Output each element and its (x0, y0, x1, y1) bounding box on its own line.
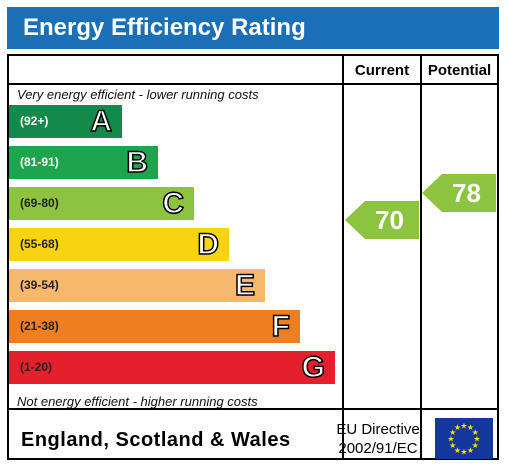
band-b: (81-91) B (9, 145, 158, 180)
page-title: Energy Efficiency Rating (23, 14, 306, 41)
potential-arrow-shape (422, 174, 496, 212)
eu-directive-line2: 2002/91/EC (338, 440, 418, 457)
band-e: (39-54) E (9, 268, 265, 303)
footer-separator (9, 408, 497, 410)
band-range-label: (69-80) (20, 196, 59, 210)
potential-rating-value: 78 (452, 178, 481, 208)
divider-potential (420, 56, 422, 458)
eu-flag-icon: ★ ★ ★ ★ ★ ★ ★ ★ ★ ★ ★ ★ (435, 418, 493, 459)
footer-region: England, Scotland & Wales (21, 429, 291, 451)
eu-star-icon: ★ (447, 435, 454, 444)
band-letter: G (301, 350, 326, 385)
band-g: (1-20) G (9, 350, 335, 385)
eu-star-icon: ★ (472, 441, 479, 450)
band-range-label: (39-54) (20, 278, 59, 292)
current-rating-value: 70 (375, 205, 404, 235)
band-f: (21-38) F (9, 309, 300, 344)
band-range-label: (55-68) (20, 237, 59, 251)
header-underline (9, 83, 497, 85)
eu-star-icon: ★ (472, 428, 479, 437)
eu-star-icon: ★ (454, 446, 461, 455)
potential-rating-arrow: 78 (422, 174, 497, 212)
column-header-current: Current (354, 62, 410, 79)
band-letter: C (162, 186, 185, 221)
divider-current (342, 56, 344, 458)
eu-star-icon: ★ (467, 446, 474, 455)
eu-star-icon: ★ (460, 448, 467, 457)
eu-star-icon: ★ (467, 423, 474, 432)
band-letter: E (234, 268, 256, 303)
eu-star-icon: ★ (454, 423, 461, 432)
title-bar: Energy Efficiency Rating (7, 7, 499, 49)
eu-directive: EU Directive 2002/91/EC (324, 420, 432, 458)
band-letter: F (271, 309, 291, 344)
band-range-label: (92+) (20, 114, 49, 128)
column-header-potential: Potential (427, 62, 492, 79)
eu-star-icon: ★ (460, 422, 467, 431)
eu-stars: ★ ★★★★★★★★★★★ (447, 422, 480, 457)
band-letter: D (197, 227, 220, 262)
eu-star-icon: ★ (449, 441, 456, 450)
rating-table: Current Potential Very energy efficient … (7, 54, 499, 460)
eu-directive-line1: EU Directive (336, 421, 420, 438)
band-range-label: (81-91) (20, 155, 59, 169)
current-arrow-shape (345, 201, 419, 239)
band-range-label: (21-38) (20, 319, 59, 333)
band-a: (92+) A (9, 104, 122, 139)
band-letter: A (90, 104, 113, 139)
band-letter: B (126, 145, 149, 180)
band-range-label: (1-20) (20, 360, 53, 374)
band-c: (69-80) C (9, 186, 194, 221)
eu-star-icon: ★ (449, 428, 456, 437)
current-rating-arrow: 70 (345, 201, 420, 239)
band-d: (55-68) D (9, 227, 229, 262)
bottom-note: Not energy efficient - higher running co… (17, 394, 258, 409)
top-note: Very energy efficient - lower running co… (17, 87, 259, 102)
eu-star-icon: ★ (473, 435, 480, 444)
